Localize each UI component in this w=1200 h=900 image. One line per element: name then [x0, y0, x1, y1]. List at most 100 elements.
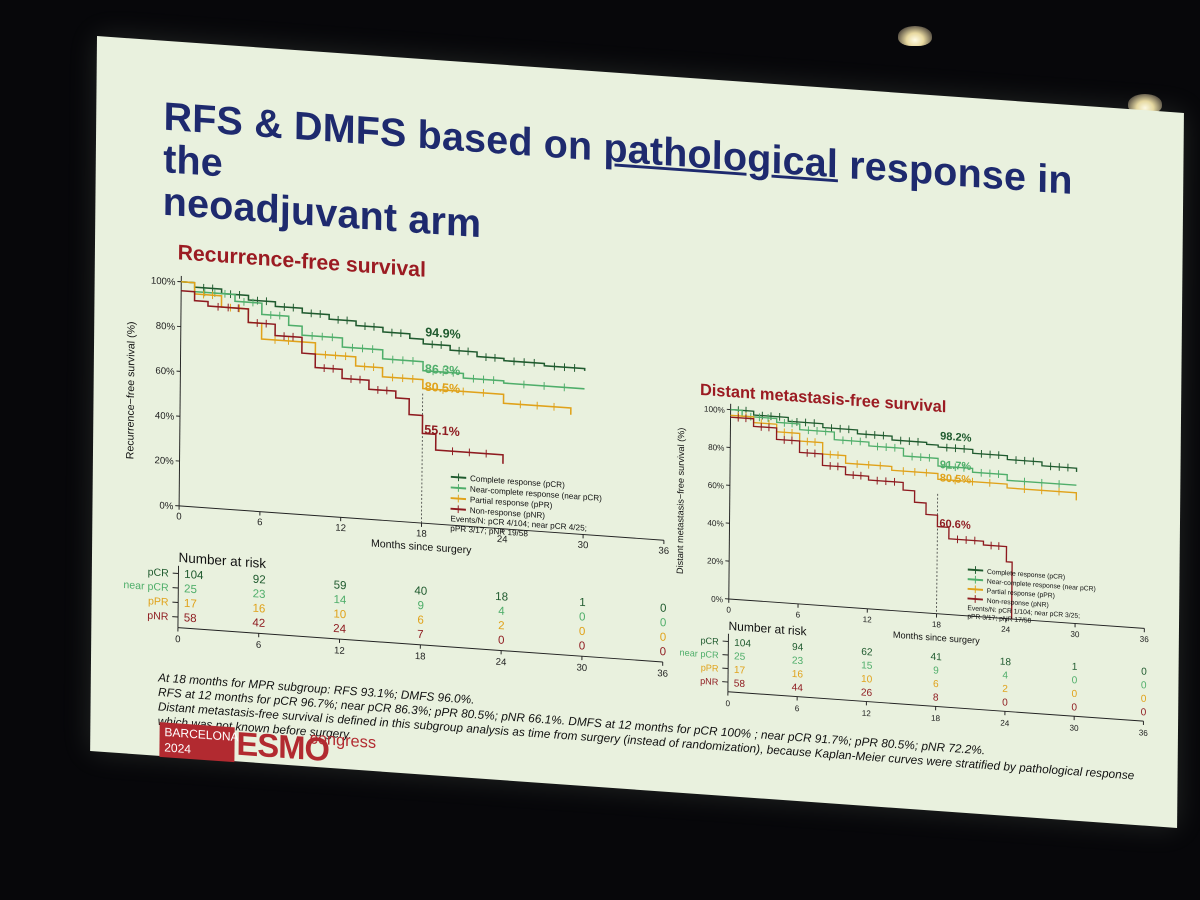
risk-cell: 18 [1000, 657, 1012, 669]
title-part: neoadjuvant arm [162, 178, 482, 246]
risk-cell: 1 [1072, 662, 1078, 673]
risk-table-x-label: 12 [334, 645, 345, 657]
risk-row-label-near_pCR: near pCR [123, 579, 169, 594]
y-tick-label: 80% [156, 321, 176, 333]
risk-cell: 23 [253, 588, 266, 601]
x-tick-label: 36 [1140, 635, 1150, 645]
survival-curve-near_pCR [730, 408, 1077, 486]
risk-table-x-label: 30 [1069, 723, 1079, 733]
risk-table-title: Number at risk [728, 619, 807, 639]
y-tick-label: 60% [708, 481, 724, 491]
risk-cell: 104 [734, 638, 751, 650]
risk-table-x-label: 36 [657, 668, 668, 680]
risk-cell: 8 [933, 692, 939, 703]
risk-cell: 23 [792, 655, 804, 667]
y-tick-label: 80% [708, 443, 724, 453]
x-tick-label: 6 [796, 610, 801, 619]
risk-cell: 40 [414, 585, 427, 598]
y-tick-label: 0% [159, 500, 173, 512]
y-tick-label: 100% [704, 405, 725, 415]
risk-cell: 0 [1002, 697, 1008, 708]
x-tick-label: 0 [176, 511, 181, 522]
y-tick-label: 60% [155, 365, 175, 377]
risk-table-x-label: 0 [175, 634, 180, 645]
risk-table-axis [177, 565, 180, 628]
risk-cell: 58 [184, 612, 197, 625]
risk-cell: 0 [660, 631, 667, 643]
risk-cell: 2 [498, 620, 505, 632]
risk-cell: 0 [1141, 680, 1147, 691]
risk-cell: 17 [184, 598, 197, 611]
y-axis [728, 403, 732, 599]
risk-cell: 0 [1071, 702, 1077, 713]
risk-row-label-pNR: pNR [147, 610, 169, 624]
risk-cell: 0 [498, 635, 505, 647]
risk-row-label-pCR: pCR [700, 635, 719, 646]
risk-cell: 16 [252, 603, 265, 616]
risk-cell: 7 [417, 629, 424, 641]
risk-cell: 42 [252, 617, 265, 630]
risk-table-x-label: 18 [415, 651, 426, 663]
survival-curve-pPR [730, 414, 1078, 501]
reference-line-18-months [936, 493, 939, 614]
x-tick-label: 24 [1001, 625, 1011, 635]
risk-table-x-label: 12 [862, 709, 872, 719]
risk-row-label-pPR: pPR [148, 595, 169, 608]
curve-label-pPR: 80.5% [940, 472, 972, 486]
risk-cell: 6 [933, 679, 939, 690]
survival-curve-pCR [181, 280, 586, 371]
y-tick-label: 40% [155, 410, 175, 422]
x-tick-label: 30 [578, 540, 589, 552]
risk-table-x-label: 0 [725, 699, 730, 708]
x-tick-label: 18 [932, 620, 942, 630]
risk-cell: 58 [734, 678, 746, 690]
risk-cell: 4 [1002, 670, 1008, 681]
risk-cell: 0 [579, 640, 586, 652]
risk-cell: 10 [333, 608, 346, 621]
y-axis [178, 275, 182, 506]
risk-table-x-label: 30 [576, 662, 587, 674]
x-tick-label: 24 [497, 534, 508, 546]
curve-label-pCR: 94.9% [425, 325, 461, 342]
x-tick-label: 6 [257, 517, 262, 528]
risk-cell: 25 [184, 583, 197, 596]
risk-table-axis [727, 633, 729, 692]
presentation-slide: RFS & DMFS based on pathological respons… [90, 36, 1184, 828]
survival-curve-pNR [181, 289, 504, 464]
risk-cell: 0 [579, 611, 586, 623]
risk-cell: 0 [1141, 694, 1147, 705]
curve-label-near_pCR: 91.7% [940, 459, 972, 473]
x-tick-label: 18 [416, 528, 427, 540]
risk-cell: 9 [933, 665, 939, 676]
risk-table-x-label: 18 [931, 714, 941, 724]
curve-label-pNR: 60.6% [939, 518, 971, 532]
risk-cell: 2 [1002, 684, 1008, 695]
risk-cell: 16 [792, 669, 804, 681]
curve-label-pPR: 80.5% [425, 380, 461, 397]
logo-city-block: BARCELONA 2024 [159, 722, 239, 763]
y-tick-label: 40% [707, 519, 723, 529]
risk-cell: 10 [861, 674, 873, 686]
risk-cell: 0 [1072, 689, 1078, 700]
risk-table-x-label: 6 [256, 640, 261, 651]
risk-cell: 1 [579, 597, 586, 609]
risk-cell: 92 [253, 574, 266, 587]
risk-cell: 17 [734, 665, 746, 677]
risk-cell: 14 [333, 594, 347, 607]
reference-line-18-months [421, 393, 424, 524]
legend-label-pNR: Non-response (pNR) [987, 598, 1049, 609]
x-tick-label: 12 [335, 522, 346, 534]
y-tick-label: 20% [707, 556, 723, 566]
risk-cell: 9 [417, 600, 424, 612]
risk-row-label-near_pCR: near pCR [680, 647, 720, 660]
survival-curve-pCR [730, 408, 1078, 473]
events-note: pPR 3/17; pNR 17/58 [967, 613, 1031, 625]
risk-row-label-pNR: pNR [700, 676, 719, 687]
x-tick-label: 36 [658, 545, 669, 557]
risk-cell: 59 [334, 579, 347, 592]
risk-cell: 94 [792, 642, 804, 654]
risk-cell: 0 [660, 646, 667, 658]
risk-cell: 44 [792, 682, 804, 694]
